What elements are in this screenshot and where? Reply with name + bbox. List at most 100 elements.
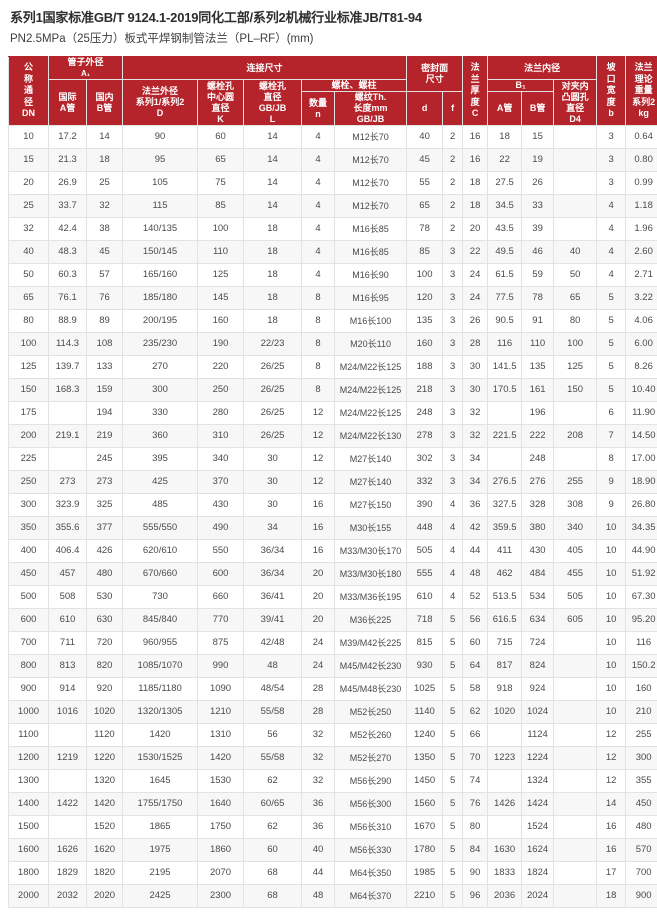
cell-bevel_b: 6 [597, 402, 626, 425]
cell-thread: M16长95 [335, 287, 407, 310]
cell-inner_b: 222 [522, 425, 554, 448]
cell-dn: 2000 [9, 885, 49, 908]
cell-pipe_b: 630 [87, 609, 123, 632]
cell-seal_f: 3 [443, 425, 463, 448]
cell-thickness: 90 [463, 862, 488, 885]
cell-seal_f: 4 [443, 517, 463, 540]
cell-weight: 14.50 [626, 425, 657, 448]
cell-bevel_b: 7 [597, 425, 626, 448]
cell-inner_b: 1124 [522, 724, 554, 747]
cell-pipe_a: 2032 [49, 885, 87, 908]
cell-seal_f: 5 [443, 632, 463, 655]
cell-bevel_b: 4 [597, 241, 626, 264]
cell-bolt_l: 22/23 [244, 333, 302, 356]
cell-bolt_l: 55/58 [244, 701, 302, 724]
cell-inner_b: 634 [522, 609, 554, 632]
cell-inner_b: 110 [522, 333, 554, 356]
cell-bevel_b: 12 [597, 747, 626, 770]
cell-pipe_b: 133 [87, 356, 123, 379]
cell-pipe_b: 273 [87, 471, 123, 494]
header-bolt-circle: 螺栓孔 中心圆 直径 K [198, 80, 244, 126]
cell-bolt_n: 16 [302, 517, 335, 540]
cell-seal_f: 4 [443, 586, 463, 609]
cell-seal_d: 45 [407, 149, 443, 172]
cell-pipe_a [49, 448, 87, 471]
cell-bolt_l: 48/54 [244, 678, 302, 701]
cell-thread: M64长350 [335, 862, 407, 885]
cell-pipe_b: 1820 [87, 862, 123, 885]
cell-pipe_b: 920 [87, 678, 123, 701]
cell-dn: 1300 [9, 770, 49, 793]
cell-weight: 10.40 [626, 379, 657, 402]
cell-pipe_a: 813 [49, 655, 87, 678]
cell-bolt_k: 1210 [198, 701, 244, 724]
cell-thickness: 32 [463, 425, 488, 448]
cell-pipe_a: 1219 [49, 747, 87, 770]
cell-bolt_l: 18 [244, 264, 302, 287]
cell-thickness: 56 [463, 609, 488, 632]
cell-d4 [554, 149, 597, 172]
cell-thread: M36长225 [335, 609, 407, 632]
cell-bolt_n: 28 [302, 701, 335, 724]
cell-dn: 225 [9, 448, 49, 471]
cell-thread: M16长85 [335, 241, 407, 264]
cell-bolt_k: 370 [198, 471, 244, 494]
cell-thickness: 80 [463, 816, 488, 839]
cell-bolt_n: 16 [302, 494, 335, 517]
cell-bolt_k: 2300 [198, 885, 244, 908]
cell-inner_a: 359.5 [488, 517, 522, 540]
cell-bolt_n: 44 [302, 862, 335, 885]
cell-bolt_l: 30 [244, 471, 302, 494]
cell-d4 [554, 655, 597, 678]
cell-thickness: 48 [463, 563, 488, 586]
cell-seal_f: 2 [443, 149, 463, 172]
cell-bolt_k: 1750 [198, 816, 244, 839]
cell-pipe_b: 377 [87, 517, 123, 540]
cell-flange_d: 845/840 [123, 609, 198, 632]
cell-thickness: 24 [463, 264, 488, 287]
page-subtitle: PN2.5MPa（25压力）板式平焊钢制管法兰（PL–RF）(mm) [10, 31, 649, 47]
cell-weight: 255 [626, 724, 657, 747]
cell-d4 [554, 839, 597, 862]
cell-weight: 450 [626, 793, 657, 816]
cell-thread: M45/M42长230 [335, 655, 407, 678]
cell-weight: 51.92 [626, 563, 657, 586]
cell-weight: 95.20 [626, 609, 657, 632]
cell-thickness: 30 [463, 379, 488, 402]
cell-thread: M20长110 [335, 333, 407, 356]
cell-pipe_a: 323.9 [49, 494, 87, 517]
cell-thickness: 20 [463, 218, 488, 241]
cell-pipe_a: 42.4 [49, 218, 87, 241]
cell-dn: 32 [9, 218, 49, 241]
cell-bevel_b: 3 [597, 149, 626, 172]
cell-bolt_n: 4 [302, 149, 335, 172]
cell-seal_f: 2 [443, 218, 463, 241]
cell-bolt_l: 68 [244, 885, 302, 908]
cell-bolt_l: 18 [244, 287, 302, 310]
cell-seal_f: 5 [443, 839, 463, 862]
cell-seal_d: 1025 [407, 678, 443, 701]
cell-dn: 350 [9, 517, 49, 540]
cell-inner_a: 2036 [488, 885, 522, 908]
cell-thread: M24/M22长125 [335, 356, 407, 379]
header-dn: 公 称 通 径 DN [9, 57, 49, 126]
cell-seal_d: 610 [407, 586, 443, 609]
cell-seal_d: 448 [407, 517, 443, 540]
cell-seal_f: 5 [443, 816, 463, 839]
cell-dn: 125 [9, 356, 49, 379]
cell-pipe_a: 88.9 [49, 310, 87, 333]
cell-thread: M56长310 [335, 816, 407, 839]
cell-thickness: 22 [463, 241, 488, 264]
header-inner-group: 法兰内径 [488, 57, 597, 80]
cell-seal_d: 332 [407, 471, 443, 494]
cell-bolt_k: 310 [198, 425, 244, 448]
cell-pipe_a: 48.3 [49, 241, 87, 264]
cell-thread: M64长370 [335, 885, 407, 908]
cell-flange_d: 1865 [123, 816, 198, 839]
cell-flange_d: 235/230 [123, 333, 198, 356]
cell-inner_a: 22 [488, 149, 522, 172]
